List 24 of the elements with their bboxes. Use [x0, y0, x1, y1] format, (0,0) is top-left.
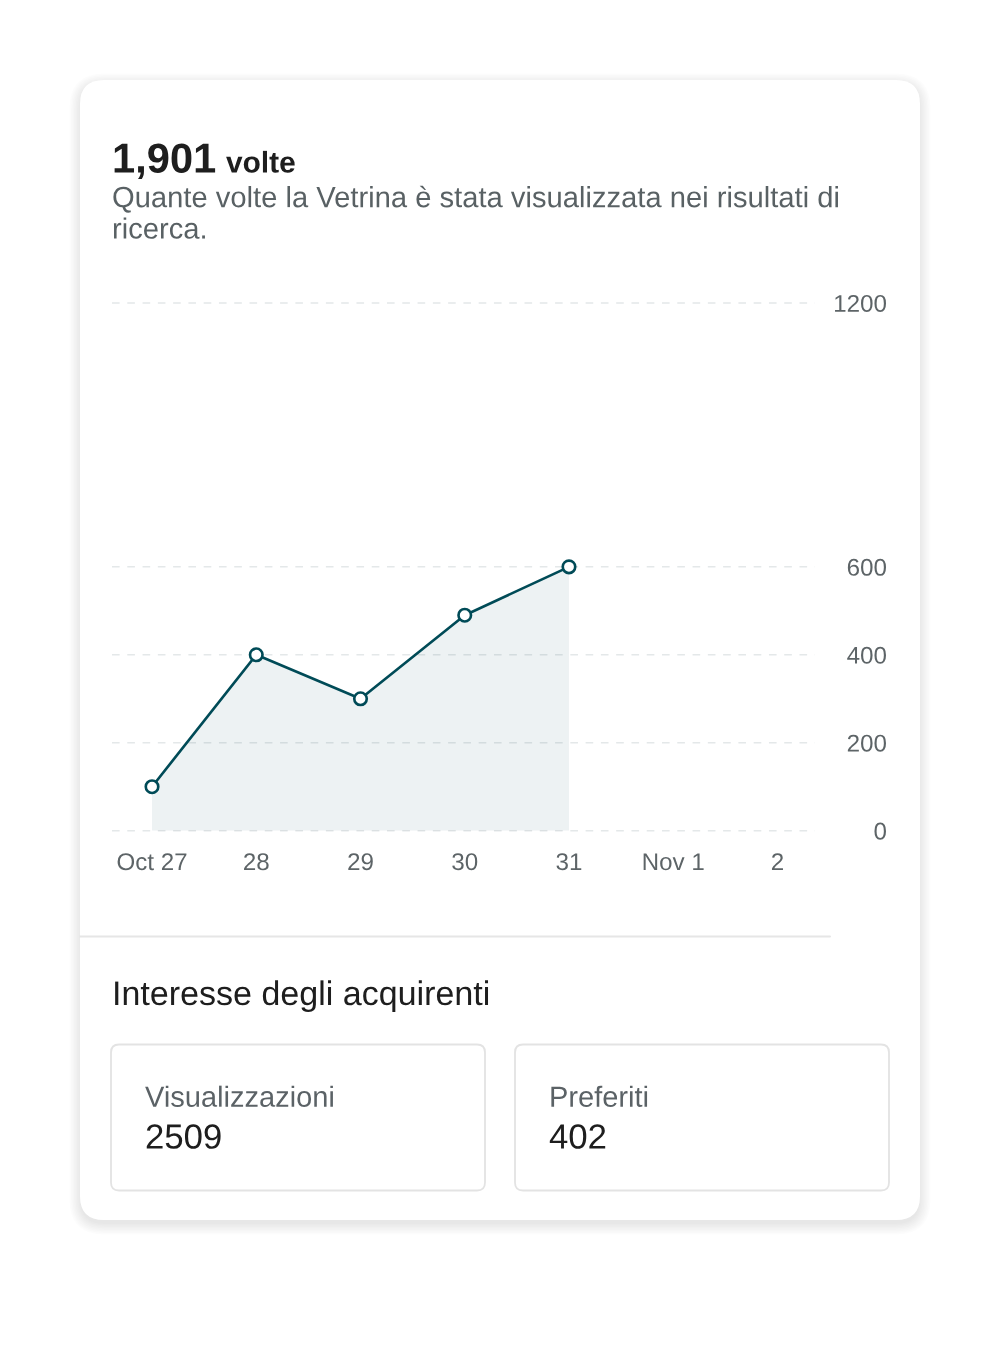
x-tick-label: 31 [556, 853, 582, 871]
y-tick-label: 200 [847, 734, 886, 752]
x-tick-label: 30 [452, 853, 478, 871]
chart-subtitle: Quante volte la Vetrina è stata visualizzata nei risultati di ricerca. [113, 185, 838, 239]
x-tick-label: 29 [348, 853, 373, 871]
point [144, 779, 160, 795]
y-tick-label: 1200 [835, 294, 886, 312]
category-label: Preferiti [551, 1085, 648, 1107]
x-tick-label: Oct 27 [117, 853, 187, 871]
data-label: 2509 [146, 1124, 221, 1149]
x-tick-label: Nov 1 [643, 853, 704, 871]
category-label: Visualizzazioni [145, 1085, 333, 1107]
point [248, 647, 264, 663]
point [352, 691, 369, 707]
point [457, 607, 473, 623]
y-tick-label: 600 [847, 558, 886, 576]
x-tick-label: 28 [244, 853, 269, 871]
chart-title: 1,901 volte [114, 143, 295, 179]
x-tick-label: 2 [771, 853, 783, 871]
y-tick-label: 400 [847, 646, 886, 664]
data-label: 402 [549, 1124, 606, 1149]
point [561, 559, 577, 575]
y-tick-label: 0 [874, 822, 886, 840]
text: Interesse degli acquirenti [115, 980, 489, 1013]
